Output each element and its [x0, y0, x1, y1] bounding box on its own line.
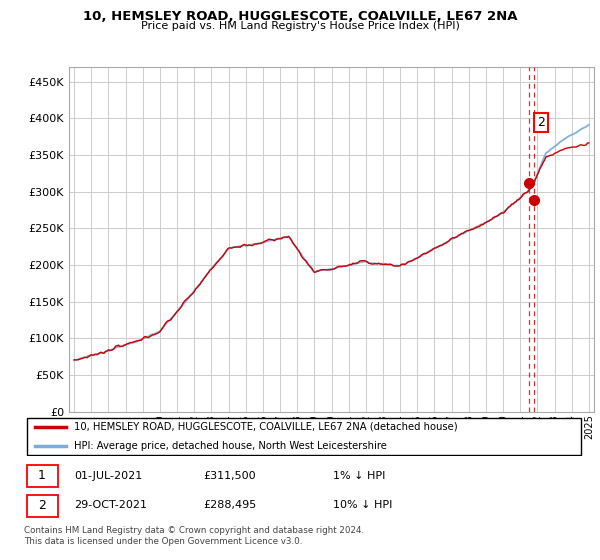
- Text: 10, HEMSLEY ROAD, HUGGLESCOTE, COALVILLE, LE67 2NA (detached house): 10, HEMSLEY ROAD, HUGGLESCOTE, COALVILLE…: [74, 422, 458, 432]
- Text: 2: 2: [38, 499, 46, 512]
- Text: 2: 2: [537, 116, 545, 129]
- Text: Price paid vs. HM Land Registry's House Price Index (HPI): Price paid vs. HM Land Registry's House …: [140, 21, 460, 31]
- Text: 29-OCT-2021: 29-OCT-2021: [74, 500, 148, 510]
- Text: Contains HM Land Registry data © Crown copyright and database right 2024.
This d: Contains HM Land Registry data © Crown c…: [24, 526, 364, 546]
- Text: 1: 1: [38, 469, 46, 482]
- Text: 1% ↓ HPI: 1% ↓ HPI: [332, 470, 385, 480]
- Text: 01-JUL-2021: 01-JUL-2021: [74, 470, 143, 480]
- FancyBboxPatch shape: [27, 495, 58, 517]
- Text: HPI: Average price, detached house, North West Leicestershire: HPI: Average price, detached house, Nort…: [74, 441, 388, 450]
- FancyBboxPatch shape: [27, 418, 581, 455]
- FancyBboxPatch shape: [27, 465, 58, 487]
- Text: 10, HEMSLEY ROAD, HUGGLESCOTE, COALVILLE, LE67 2NA: 10, HEMSLEY ROAD, HUGGLESCOTE, COALVILLE…: [83, 10, 517, 23]
- Text: 10% ↓ HPI: 10% ↓ HPI: [332, 500, 392, 510]
- Text: £288,495: £288,495: [203, 500, 257, 510]
- Text: £311,500: £311,500: [203, 470, 256, 480]
